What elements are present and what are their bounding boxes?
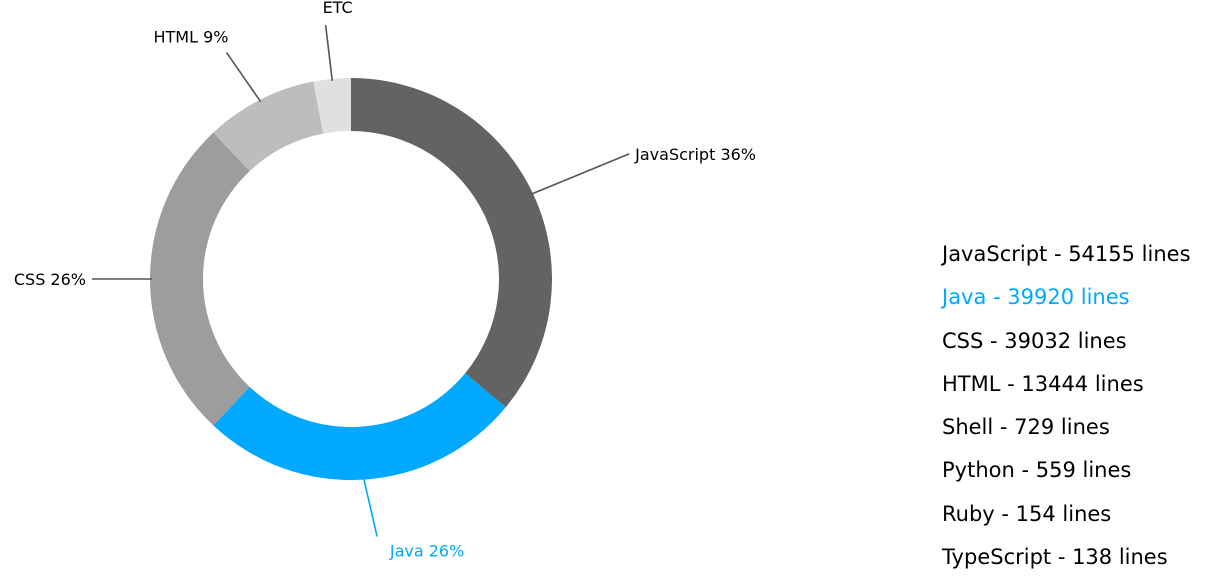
slice-etc: [313, 78, 351, 134]
callout-label-etc: ETC: [323, 0, 353, 17]
legend-item: Python - 559 lines: [942, 458, 1132, 483]
legend-item: TypeScript - 138 lines: [942, 545, 1168, 570]
donut-slices: [150, 78, 552, 480]
legend-item: Shell - 729 lines: [942, 415, 1110, 440]
leader-line-java: [362, 477, 378, 537]
leader-line-etc: [324, 25, 334, 81]
callout-label-javascript: JavaScript 36%: [634, 145, 756, 164]
callout-label-html: HTML 9%: [154, 27, 229, 46]
legend-item: JavaScript - 54155 lines: [942, 242, 1191, 266]
donut-chart: JavaScript 36% Java 26% CSS 26% HTML 9% ETC: [14, 0, 756, 560]
callout-label-java: Java 26%: [389, 541, 464, 560]
slice-javascript: [351, 78, 552, 408]
legend-item: HTML - 13444 lines: [942, 371, 1144, 396]
callout-lines: [92, 25, 630, 537]
leader-line-javascript: [530, 153, 630, 196]
legend-item: Ruby - 154 lines: [942, 501, 1112, 526]
callout-label-css: CSS 26%: [14, 270, 86, 289]
legend-item: CSS - 39032 lines: [942, 328, 1127, 353]
leader-line-html: [225, 51, 262, 103]
slice-css: [150, 132, 250, 426]
legend: JavaScript - 54155 lines Java - 39920 lin…: [942, 233, 1191, 579]
legend-item: Java - 39920 lines: [942, 285, 1130, 310]
callout-labels: JavaScript 36% Java 26% CSS 26% HTML 9% ETC: [14, 0, 756, 560]
slice-html: [213, 81, 324, 172]
slice-java: [213, 373, 506, 480]
